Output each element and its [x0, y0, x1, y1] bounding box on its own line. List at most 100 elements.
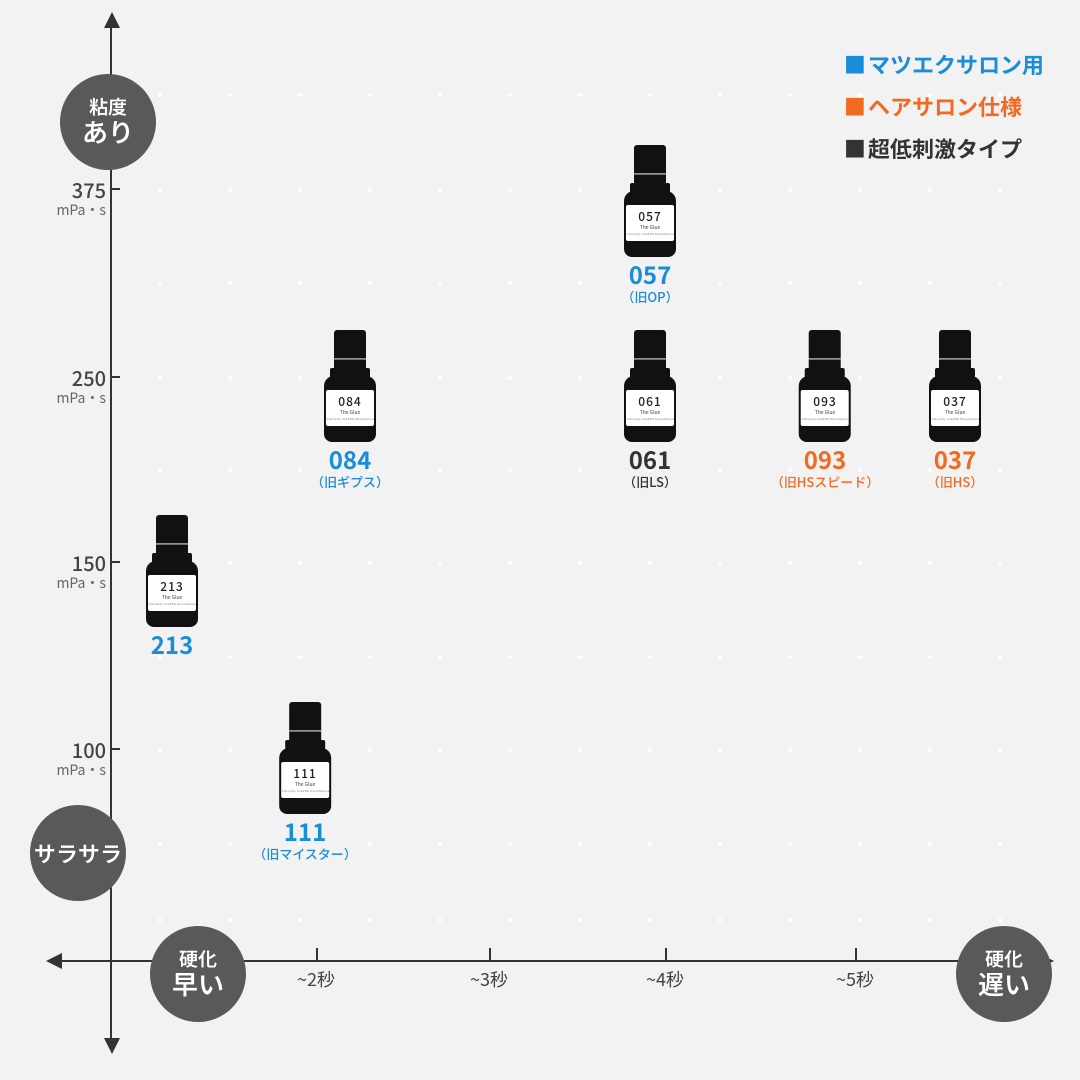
grid-dot	[298, 188, 302, 192]
grid-dot	[578, 842, 582, 846]
grid-dot	[158, 93, 162, 97]
legend: ■マツエクサロン用 ■ヘアサロン仕様 ■超低刺激タイプ	[844, 44, 1044, 169]
grid-dot	[508, 376, 512, 380]
product-084: 084The GlueVolume Viscosity JC&PKG Manuf…	[311, 330, 389, 491]
grid-dot	[228, 376, 232, 380]
product-caption: 057（旧OP）	[621, 261, 678, 306]
grid-dot	[928, 93, 932, 97]
x-axis-right-badge: 硬化 遅い	[956, 926, 1052, 1022]
y-tick: 375mPa・s	[40, 180, 106, 220]
grid-dot	[788, 748, 792, 752]
bottle-tiny: Volume Viscosity JC&PKG Manufacture JAPA…	[148, 603, 196, 606]
grid-dot	[298, 376, 302, 380]
grid-dot	[788, 655, 792, 659]
bottle-name: The Glue	[295, 781, 316, 788]
x-tick: ~3秒	[470, 966, 508, 992]
grid-dot	[158, 468, 162, 472]
grid-dot	[298, 281, 302, 285]
grid-dot	[298, 561, 302, 565]
grid-dot	[578, 748, 582, 752]
badge-text: あり	[82, 118, 134, 147]
y-tick-unit: mPa・s	[40, 760, 106, 780]
grid-dot	[648, 561, 652, 565]
product-111: 111 The Glue Volume Viscosity JC&PKG Manuf…	[253, 702, 357, 863]
grid-dot	[438, 468, 442, 472]
grid-dot	[718, 188, 722, 192]
grid-dot	[158, 188, 162, 192]
grid-dot	[368, 918, 372, 922]
bottle-name: The Glue	[640, 224, 661, 231]
bottle-tiny: Volume Viscosity JC&PKG Manufacture JAPA…	[626, 233, 674, 236]
product-037: 037The GlueVolume Viscosity JC&PKG Manuf…	[925, 330, 985, 491]
grid-dot	[718, 918, 722, 922]
grid-dot	[438, 842, 442, 846]
grid-dot	[438, 376, 442, 380]
product-caption: 061（旧LS）	[623, 446, 677, 491]
grid-dot	[298, 655, 302, 659]
product-213: 213 The Glue Volume Viscosity JC&PKG Manuf…	[142, 515, 202, 657]
bottle-tiny: Volume Viscosity JC&PKG Manufacture JAPA…	[281, 790, 329, 793]
product-caption: 213	[151, 631, 193, 657]
bottle-name: The Glue	[640, 409, 661, 416]
grid-dot	[438, 188, 442, 192]
product-061: 061The GlueVolume Viscosity JC&PKG Manuf…	[620, 330, 680, 491]
y-tick-value: 375	[40, 180, 106, 200]
legend-item: ■ヘアサロン仕様	[844, 86, 1044, 128]
product-057: 057The GlueVolume Viscosity JC&PKG Manuf…	[620, 145, 680, 306]
grid-dot	[928, 281, 932, 285]
y-tick: 250mPa・s	[40, 368, 106, 408]
grid-dot	[578, 655, 582, 659]
grid-dot	[508, 93, 512, 97]
grid-dot	[578, 918, 582, 922]
product-code: 111	[253, 818, 357, 844]
bottle-label: 037The GlueVolume Viscosity JC&PKG Manuf…	[931, 390, 979, 426]
bottle-icon: 037The GlueVolume Viscosity JC&PKG Manuf…	[925, 330, 985, 442]
grid-dot	[858, 188, 862, 192]
grid-dot	[368, 842, 372, 846]
grid-dot	[508, 561, 512, 565]
grid-dot	[718, 281, 722, 285]
y-tick: 150mPa・s	[40, 553, 106, 593]
grid-dot	[438, 561, 442, 565]
x-tick: ~5秒	[836, 966, 874, 992]
grid-dot	[718, 93, 722, 97]
y-tick-unit: mPa・s	[40, 200, 106, 220]
y-tick-unit: mPa・s	[40, 388, 106, 408]
grid-dot	[368, 188, 372, 192]
grid-dot	[508, 918, 512, 922]
product-old-name: （旧LS）	[623, 472, 677, 491]
bottle-name: The Glue	[162, 594, 183, 601]
grid-dot	[228, 93, 232, 97]
grid-dot	[578, 376, 582, 380]
bottle-tiny: Volume Viscosity JC&PKG Manufacture JAPA…	[326, 418, 374, 421]
grid-dot	[998, 842, 1002, 846]
grid-dot	[718, 655, 722, 659]
bottle-label: 093The GlueVolume Viscosity JC&PKG Manuf…	[801, 390, 849, 426]
grid-dot	[228, 188, 232, 192]
grid-dot	[648, 842, 652, 846]
legend-label: 超低刺激タイプ	[868, 132, 1022, 164]
bottle-tiny: Volume Viscosity JC&PKG Manufacture JAPA…	[626, 418, 674, 421]
grid-dot	[648, 655, 652, 659]
product-code: 213	[151, 631, 193, 657]
grid-dot	[788, 188, 792, 192]
bottle-label: 061The GlueVolume Viscosity JC&PKG Manuf…	[626, 390, 674, 426]
grid-dot	[998, 655, 1002, 659]
grid-dot	[788, 281, 792, 285]
badge-text: サラサラ	[34, 841, 122, 865]
bottle-code: 093	[813, 393, 837, 410]
grid-dot	[368, 561, 372, 565]
bottle-icon: 061The GlueVolume Viscosity JC&PKG Manuf…	[620, 330, 680, 442]
legend-item: ■超低刺激タイプ	[844, 128, 1044, 170]
grid-dot	[298, 918, 302, 922]
product-code: 093	[771, 446, 880, 472]
product-caption: 084（旧ギプス）	[311, 446, 389, 491]
bottle-code: 084	[338, 393, 362, 410]
grid-dot	[718, 468, 722, 472]
grid-dot	[998, 918, 1002, 922]
grid-dot	[508, 281, 512, 285]
grid-dot	[928, 842, 932, 846]
product-code: 037	[927, 446, 984, 472]
grid-dot	[298, 468, 302, 472]
grid-dot	[718, 561, 722, 565]
